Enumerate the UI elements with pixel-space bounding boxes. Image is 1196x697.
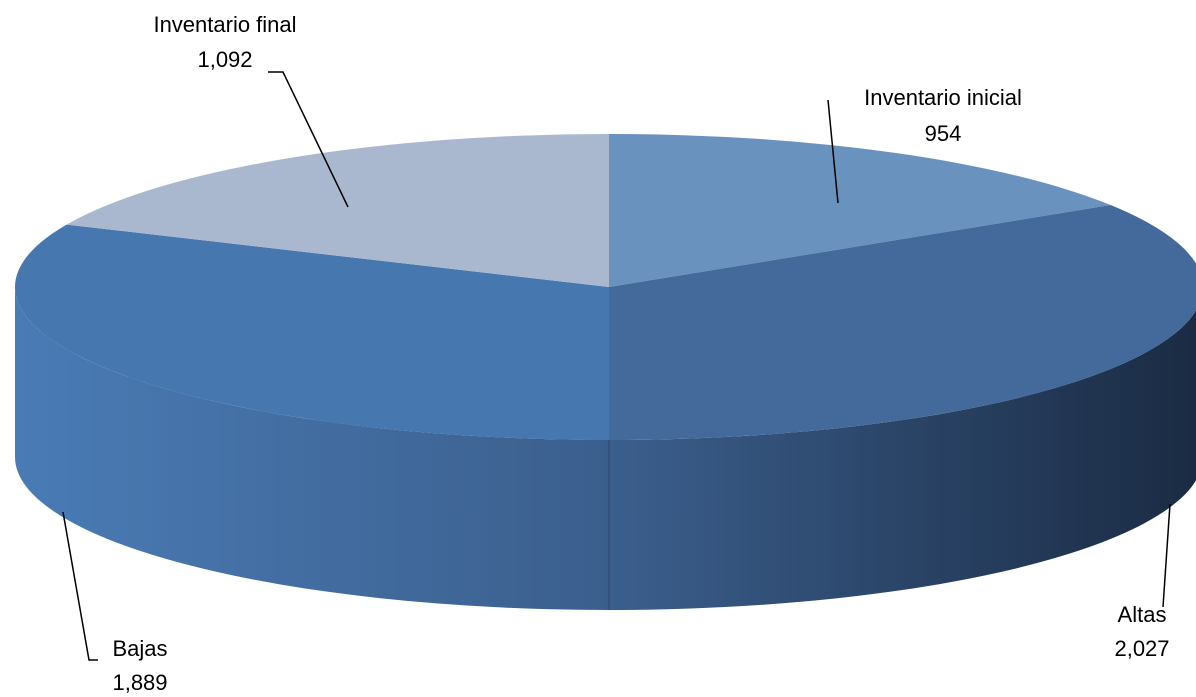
data-label-value-inventario-final: 1,092	[197, 47, 252, 72]
leader-line-inventario-final	[268, 71, 349, 208]
pie-top-faces	[14, 134, 1196, 440]
data-labels: Inventario inicial 954 Altas 2,027 Bajas 1,88…	[112, 12, 1169, 695]
pie-side-walls	[15, 287, 1196, 610]
leader-lines	[62, 71, 1171, 661]
data-label-value-altas: 2,027	[1114, 636, 1169, 661]
data-label-category-altas: Altas	[1118, 602, 1167, 627]
leader-line-bajas	[62, 511, 98, 661]
data-label-category-inventario-inicial: Inventario inicial	[864, 85, 1022, 110]
leader-line-inventario-inicial	[827, 99, 839, 204]
leader-line-altas	[1162, 503, 1171, 608]
data-label-value-bajas: 1,889	[112, 670, 167, 695]
pie-slice-bajas	[14, 224, 609, 440]
pie-slice-inventario-final	[66, 134, 609, 287]
pie-slice-altas	[609, 205, 1196, 440]
data-label-category-bajas: Bajas	[112, 636, 167, 661]
pie-slice-inventario-inicial	[609, 134, 1111, 287]
data-label-category-inventario-final: Inventario final	[153, 12, 296, 37]
pie-side-wall	[15, 287, 1196, 610]
data-label-value-inventario-inicial: 954	[925, 121, 962, 146]
